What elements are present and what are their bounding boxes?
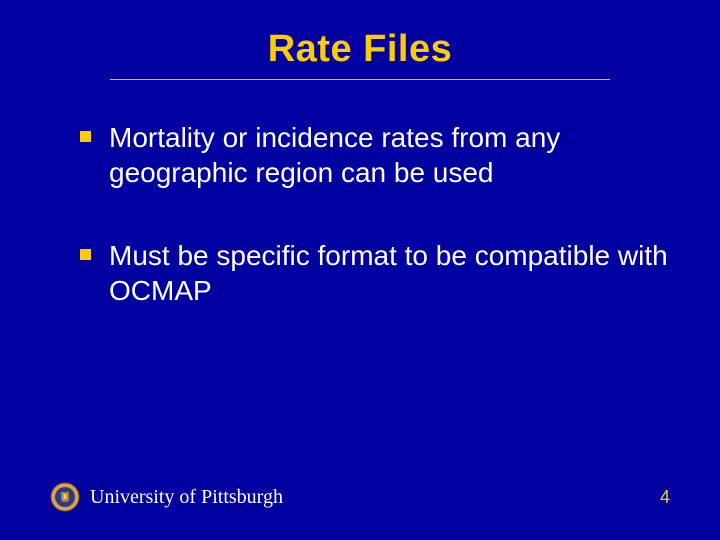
university-seal-icon [50, 482, 80, 512]
footer-left: University of Pittsburgh [50, 482, 283, 512]
bullet-marker-icon [80, 249, 91, 260]
bullet-text: Mortality or incidence rates from any ge… [109, 120, 670, 190]
page-number: 4 [660, 487, 670, 508]
bullet-item: Must be specific format to be compatible… [80, 238, 670, 308]
bullet-list: Mortality or incidence rates from any ge… [50, 120, 670, 308]
bullet-text: Must be specific format to be compatible… [109, 238, 670, 308]
footer-institution: University of Pittsburgh [90, 486, 283, 509]
title-divider [110, 79, 610, 80]
slide-title: Rate Files [50, 28, 670, 71]
slide-footer: University of Pittsburgh 4 [50, 482, 670, 512]
bullet-marker-icon [80, 131, 91, 142]
slide: Rate Files Mortality or incidence rates … [0, 0, 720, 540]
bullet-item: Mortality or incidence rates from any ge… [80, 120, 670, 190]
